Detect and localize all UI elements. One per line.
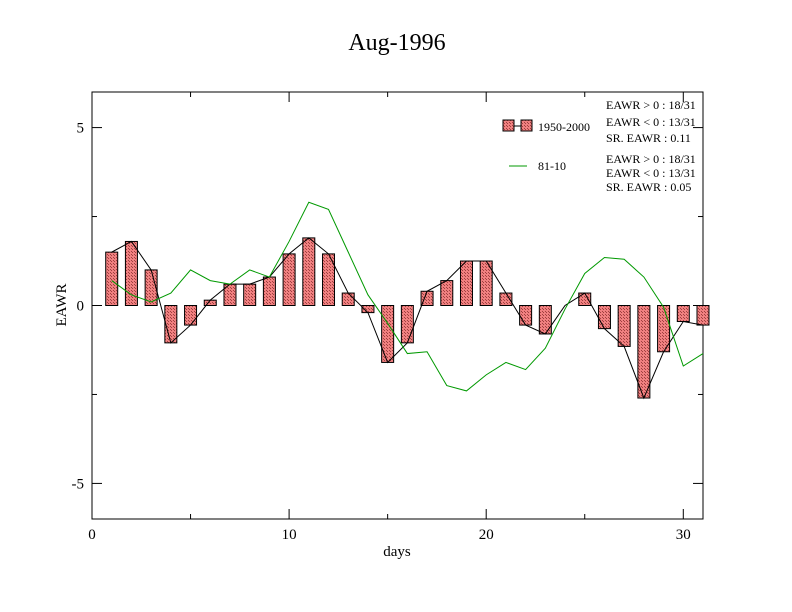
- axis-ticks: 0 10 20 30 -5 0 5: [72, 92, 703, 543]
- bar-day-16: [400, 305, 414, 344]
- bar-day-8: [243, 283, 257, 306]
- legend-stat-2b: EAWR < 0 : 13/31: [606, 166, 696, 180]
- bar-day-19: [459, 260, 473, 307]
- bar-day-1: [105, 251, 119, 306]
- y-tick-label: 0: [77, 299, 85, 315]
- line-series: [111, 201, 704, 400]
- bar-day-28: [637, 305, 651, 399]
- y-tick-label: 5: [77, 121, 85, 137]
- line-81-10: [111, 201, 704, 392]
- legend-stat-1c: SR. EAWR : 0.11: [606, 131, 691, 145]
- bar-day-9: [262, 276, 276, 306]
- legend-bar-swatch-1: [502, 119, 515, 132]
- bar-day-18: [440, 280, 454, 307]
- bar-day-26: [597, 305, 611, 330]
- x-axis-label: days: [383, 544, 411, 560]
- bar-day-10: [282, 253, 296, 306]
- legend: 1950-2000 EAWR > 0 : 18/31 EAWR < 0 : 13…: [502, 98, 696, 194]
- line-1950-2000: [111, 237, 704, 400]
- bar-day-11: [302, 237, 316, 306]
- x-tick-label: 30: [676, 527, 691, 543]
- chart-title: Aug-1996: [348, 30, 445, 56]
- legend-bar-swatch-2: [520, 119, 533, 132]
- bar-series: [105, 237, 710, 399]
- y-axis-label: EAWR: [54, 284, 70, 327]
- legend-stat-1a: EAWR > 0 : 18/31: [606, 98, 696, 112]
- legend-label-81-10: 81-10: [538, 159, 566, 173]
- x-tick-label: 10: [282, 527, 297, 543]
- legend-stat-1b: EAWR < 0 : 13/31: [606, 115, 696, 129]
- bar-day-4: [164, 305, 178, 344]
- legend-label-1950-2000: 1950-2000: [538, 120, 590, 134]
- bar-day-23: [538, 305, 552, 335]
- bar-day-30: [676, 305, 690, 323]
- x-tick-label: 0: [88, 527, 96, 543]
- bar-day-22: [519, 305, 533, 326]
- bar-day-5: [184, 305, 198, 326]
- legend-stat-2a: EAWR > 0 : 18/31: [606, 152, 696, 166]
- y-tick-label: -5: [72, 476, 85, 492]
- legend-stat-2c: SR. EAWR : 0.05: [606, 180, 691, 194]
- bar-day-13: [341, 292, 355, 307]
- x-tick-label: 20: [479, 527, 494, 543]
- bar-day-25: [578, 292, 592, 307]
- bar-day-27: [617, 305, 631, 347]
- bar-day-31: [696, 305, 710, 326]
- bar-day-15: [381, 305, 395, 363]
